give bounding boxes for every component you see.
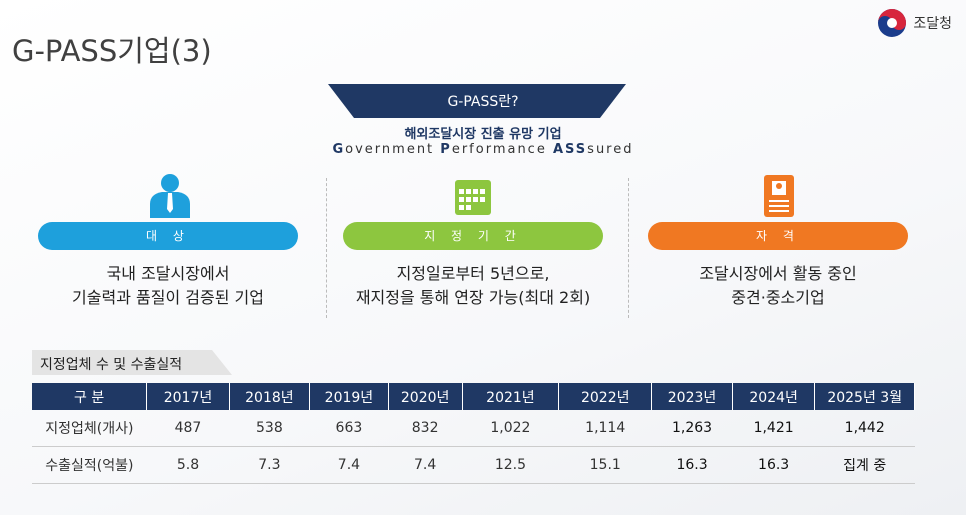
data-cell: 663 xyxy=(309,410,389,447)
title: G-PASS기업(3) xyxy=(12,34,212,68)
table-row: 수출실적(억불) 5.8 7.3 7.4 7.4 12.5 15.1 16.3 16.3 집계 중 xyxy=(32,446,915,484)
category-pill: 지 정 기 간 xyxy=(343,222,603,250)
banner-text: G-PASS란? xyxy=(447,94,519,110)
table-row: 지정업체(개사) 487 538 663 832 1,022 1,114 1,263 1,421… xyxy=(32,410,915,447)
english-part: erformance xyxy=(451,142,553,157)
header-cell: 2020년 xyxy=(388,383,463,410)
caption: 지정업체 수 및 수출실적 xyxy=(40,357,183,373)
data-cell: 16.3 xyxy=(651,446,733,484)
person-icon xyxy=(150,174,190,218)
header-cell: 2019년 xyxy=(309,383,389,410)
english-part: P xyxy=(440,142,452,157)
english-name: Government Performance ASSsured xyxy=(0,142,966,157)
category-pill: 자 격 xyxy=(648,222,908,250)
english-part: overnment xyxy=(345,142,441,157)
data-cell: 집계 중 xyxy=(814,446,915,484)
logo-icon xyxy=(878,9,907,37)
description-line: 국내 조달시장에서 xyxy=(106,264,230,283)
data-cell: 7.4 xyxy=(309,446,389,484)
data-cell: 12.5 xyxy=(462,446,559,484)
data-cell: 1,022 xyxy=(462,410,559,447)
english-part: G xyxy=(332,142,346,157)
row-header: 수출실적(억불) xyxy=(32,446,147,484)
description-line: 재지정을 통해 연장 가능(최대 2회) xyxy=(355,288,591,307)
header-cell: 2017년 xyxy=(146,383,230,410)
data-cell: 1,263 xyxy=(651,410,733,447)
caption-bg xyxy=(32,350,232,375)
header-cell: 2025년 3월 xyxy=(814,383,915,410)
header-cell: 2024년 xyxy=(732,383,816,410)
data-cell: 5.8 xyxy=(146,446,230,484)
english-part: sured xyxy=(587,142,634,157)
description-line: 중견·중소기업 xyxy=(731,288,825,307)
header-row: 구 분 2017년 2018년 2019년 2020년 2021년 2022년 2023년 20… xyxy=(32,383,915,410)
data-cell: 7.4 xyxy=(388,446,463,484)
english-part: ASS xyxy=(552,142,588,157)
header-cell: 구 분 xyxy=(32,383,148,410)
description-line: 지정일로부터 5년으로, xyxy=(396,264,550,283)
data-cell: 1,442 xyxy=(814,410,915,447)
caption-tab: 지정업체 수 및 수출실적 xyxy=(32,350,232,375)
category-pill: 대 상 xyxy=(38,222,298,250)
data-cell: 16.3 xyxy=(732,446,815,484)
data-cell: 538 xyxy=(229,410,310,447)
data-cell: 487 xyxy=(146,410,230,447)
id-card-icon xyxy=(764,175,794,217)
data-cell: 1,421 xyxy=(732,410,815,447)
logo: 조달청 xyxy=(877,8,952,38)
header-cell: 2021년 xyxy=(462,383,560,410)
data-table: 구 분 2017년 2018년 2019년 2020년 2021년 2022년 2023년 20… xyxy=(32,383,915,484)
separator xyxy=(326,178,327,318)
row-header: 지정업체(개사) xyxy=(32,410,147,447)
table-body: 지정업체(개사) 487 538 663 832 1,022 1,114 1,263 1,421… xyxy=(32,410,915,484)
data-cell: 1,114 xyxy=(558,410,652,447)
logo-text: 조달청 xyxy=(913,16,952,32)
separator xyxy=(628,178,629,318)
calendar-icon xyxy=(455,180,491,215)
header-cell: 2018년 xyxy=(229,383,311,410)
banner-shape xyxy=(328,84,626,118)
header-cell: 2022년 xyxy=(558,383,653,410)
category-description: 지정일로부터 5년으로, 재지정을 통해 연장 가능(최대 2회) xyxy=(323,262,623,310)
description-line: 조달시장에서 활동 중인 xyxy=(699,264,857,283)
data-cell: 7.3 xyxy=(229,446,310,484)
header-cell: 2023년 xyxy=(651,383,733,410)
data-cell: 832 xyxy=(388,410,463,447)
subtitle: 해외조달시장 진출 유망 기업 xyxy=(404,127,562,142)
description-line: 기술력과 품질이 검증된 기업 xyxy=(72,288,264,307)
data-cell: 15.1 xyxy=(558,446,652,484)
